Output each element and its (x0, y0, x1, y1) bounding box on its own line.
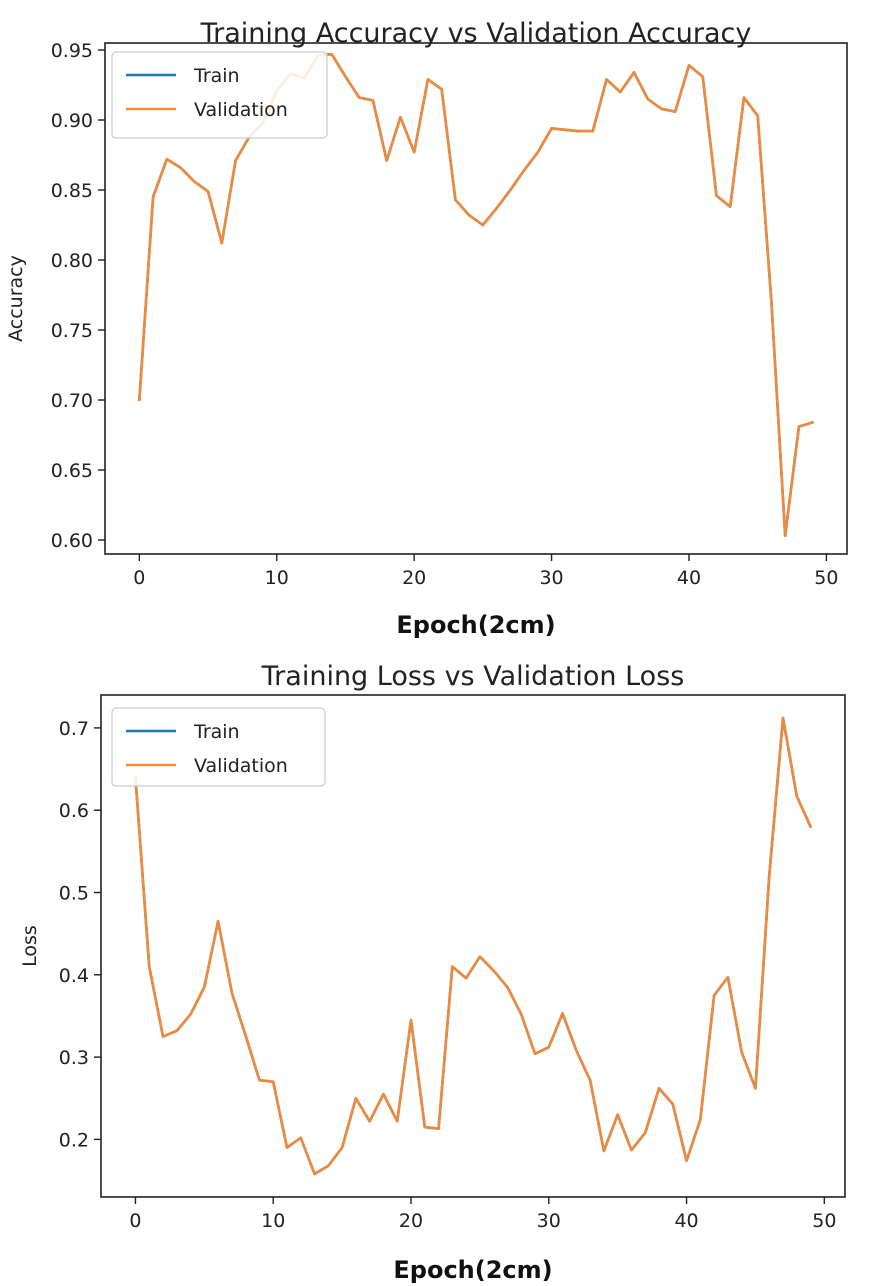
y-tick-label: 0.85 (51, 180, 93, 202)
x-tick-label: 30 (537, 1210, 561, 1232)
x-tick-label: 50 (814, 567, 838, 589)
y-tick-label: 0.6 (59, 800, 89, 822)
legend: Train Validation (111, 51, 328, 139)
x-tick-label: 50 (812, 1210, 836, 1232)
x-tick-label: 40 (677, 567, 701, 589)
y-axis-label: Accuracy (5, 255, 27, 342)
x-tick-label: 10 (265, 567, 289, 589)
series-line-validation (134, 716, 812, 1176)
x-tick-label: 40 (674, 1210, 698, 1232)
plot-frame (100, 694, 846, 1198)
x-tick-label: 0 (129, 1210, 141, 1232)
x-tick-label: 20 (399, 1210, 423, 1232)
y-tick-label: 0.2 (59, 1129, 89, 1151)
y-tick-label: 0.4 (59, 965, 89, 987)
y-tick-label: 0.5 (59, 883, 89, 905)
x-tick-label: 10 (261, 1210, 285, 1232)
legend-label-validation: Validation (194, 99, 288, 121)
legend-label-train: Train (193, 65, 240, 87)
y-tick-label: 0.90 (51, 110, 93, 132)
x-axis-label: Epoch(2cm) (393, 1256, 552, 1284)
x-tick-label: 30 (539, 567, 563, 589)
y-tick-label: 0.3 (59, 1047, 89, 1069)
x-axis-label: Epoch(2cm) (396, 611, 555, 639)
x-tick-label: 0 (133, 567, 145, 589)
y-tick-label: 0.60 (51, 530, 93, 552)
legend-label-validation: Validation (194, 755, 288, 777)
y-tick-label: 0.95 (51, 40, 93, 62)
legend-box (111, 707, 326, 787)
y-tick-label: 0.70 (51, 390, 93, 412)
chart-2: Training Loss vs Validation Loss 0 10 20 30 4… (19, 661, 846, 1284)
legend: Train Validation (111, 707, 326, 787)
y-tick-label: 0.80 (51, 250, 93, 272)
y-axis-label: Loss (19, 925, 41, 967)
y-tick-label: 0.75 (51, 320, 93, 342)
plot-frame (104, 42, 848, 555)
y-tick-label: 0.7 (59, 718, 89, 740)
legend-label-train: Train (193, 721, 240, 743)
x-tick-label: 20 (402, 567, 426, 589)
chart-1: Training Accuracy vs Validation Accuracy… (5, 18, 848, 639)
y-tick-label: 0.65 (51, 460, 93, 482)
legend-box (111, 51, 328, 139)
chart-title: Training Accuracy vs Validation Accuracy (200, 18, 752, 49)
chart-title: Training Loss vs Validation Loss (261, 661, 685, 692)
